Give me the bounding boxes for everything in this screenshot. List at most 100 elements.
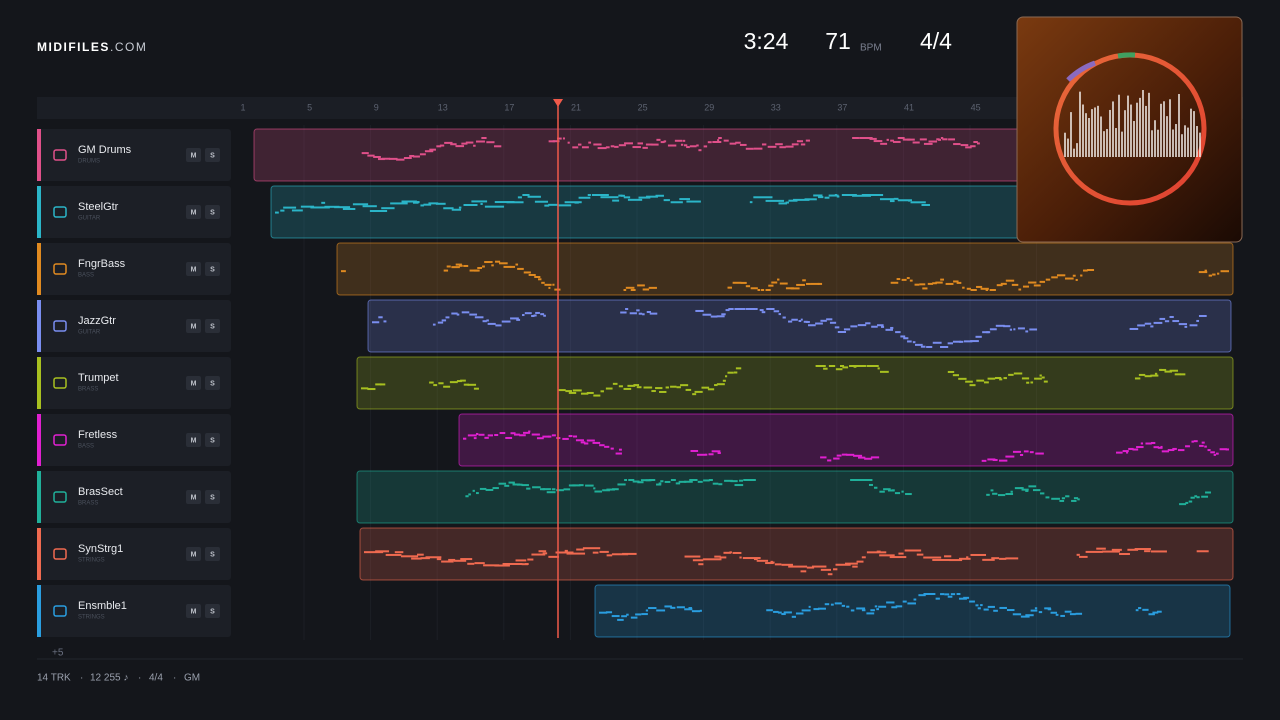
note	[1142, 608, 1149, 611]
note	[619, 448, 622, 451]
note	[548, 203, 559, 206]
note	[632, 146, 641, 149]
note	[965, 380, 973, 383]
note	[592, 551, 599, 554]
solo-button[interactable]	[205, 319, 220, 333]
note	[703, 479, 710, 482]
solo-label[interactable]: S	[210, 266, 215, 273]
note	[572, 146, 579, 149]
footer-tracks: 14 TRK	[37, 673, 71, 684]
mute-label[interactable]: M	[191, 209, 197, 216]
solo-button[interactable]	[205, 604, 220, 618]
note	[883, 488, 891, 491]
note	[380, 383, 386, 386]
mute-button[interactable]	[186, 148, 201, 162]
solo-label[interactable]: S	[210, 551, 215, 558]
solo-button[interactable]	[205, 376, 220, 390]
solo-label[interactable]: S	[210, 152, 215, 159]
track-header[interactable]: GM Drums DRUMS M S	[37, 129, 231, 181]
mute-label[interactable]: M	[191, 437, 197, 444]
note	[904, 549, 922, 552]
mute-button[interactable]	[186, 490, 201, 504]
note	[895, 331, 901, 334]
track-name: SynStrg1	[78, 543, 123, 555]
note	[935, 281, 943, 284]
note	[1072, 274, 1076, 277]
mute-label[interactable]: M	[191, 380, 197, 387]
solo-button[interactable]	[205, 205, 220, 219]
note	[772, 561, 775, 564]
mute-label[interactable]: M	[191, 494, 197, 501]
mute-label[interactable]: M	[191, 323, 197, 330]
note	[965, 146, 972, 149]
note	[494, 564, 510, 567]
more-tracks[interactable]: +5	[52, 648, 64, 659]
note	[773, 610, 779, 613]
solo-button[interactable]	[205, 262, 220, 276]
solo-label[interactable]: S	[210, 209, 215, 216]
note	[1050, 611, 1058, 614]
note	[547, 435, 550, 438]
track-header[interactable]: FngrBass BASS M S	[37, 243, 231, 295]
track-header[interactable]: Fretless BASS M S	[37, 414, 231, 466]
note	[527, 195, 541, 198]
note	[980, 287, 989, 290]
solo-label[interactable]: S	[210, 608, 215, 615]
note	[1055, 613, 1059, 616]
mute-label[interactable]: M	[191, 608, 197, 615]
mute-button[interactable]	[186, 376, 201, 390]
note	[896, 278, 901, 281]
note	[1030, 381, 1034, 384]
note	[672, 479, 676, 481]
note	[463, 264, 469, 267]
solo-label[interactable]: S	[210, 380, 215, 387]
note	[1140, 442, 1144, 445]
mute-label[interactable]: M	[191, 152, 197, 159]
note	[879, 198, 895, 201]
track-header[interactable]: SynStrg1 STRINGS M S	[37, 528, 231, 580]
note	[689, 479, 696, 481]
track-header[interactable]: JazzGtr GUITAR M S	[37, 300, 231, 352]
mute-button[interactable]	[186, 433, 201, 447]
note	[517, 267, 524, 270]
note	[1144, 550, 1151, 553]
note	[1145, 442, 1152, 445]
note	[361, 152, 369, 155]
clip	[356, 356, 1234, 410]
mute-button[interactable]	[186, 547, 201, 561]
mute-button[interactable]	[186, 262, 201, 276]
mute-label[interactable]: M	[191, 266, 197, 273]
solo-button[interactable]	[205, 490, 220, 504]
note	[375, 383, 382, 386]
note	[852, 194, 872, 197]
note	[1138, 373, 1146, 376]
solo-button[interactable]	[205, 433, 220, 447]
note	[767, 145, 777, 148]
note	[935, 597, 940, 600]
solo-label[interactable]: S	[210, 437, 215, 444]
solo-label[interactable]: S	[210, 323, 215, 330]
mute-button[interactable]	[186, 319, 201, 333]
note	[473, 437, 477, 440]
track-header[interactable]: Trumpet BRASS M S	[37, 357, 231, 409]
footer-notes: 12 255 ♪	[90, 673, 128, 684]
note	[420, 204, 424, 207]
track-category: BRASS	[78, 501, 98, 507]
playhead-handle[interactable]	[553, 99, 563, 107]
note	[515, 559, 527, 562]
solo-button[interactable]	[205, 148, 220, 162]
note	[846, 605, 850, 608]
solo-label[interactable]: S	[210, 494, 215, 501]
mute-label[interactable]: M	[191, 551, 197, 558]
track-header[interactable]: Ensmble1 STRINGS M S	[37, 585, 231, 637]
note	[880, 142, 888, 145]
mute-button[interactable]	[186, 604, 201, 618]
mute-button[interactable]	[186, 205, 201, 219]
track-header[interactable]: SteelGtr GUITAR M S	[37, 186, 231, 238]
note	[557, 137, 562, 140]
track-header[interactable]: BrasSect BRASS M S	[37, 471, 231, 523]
ruler-label: 41	[904, 102, 914, 112]
note	[467, 562, 475, 565]
solo-button[interactable]	[205, 547, 220, 561]
note	[568, 484, 576, 487]
